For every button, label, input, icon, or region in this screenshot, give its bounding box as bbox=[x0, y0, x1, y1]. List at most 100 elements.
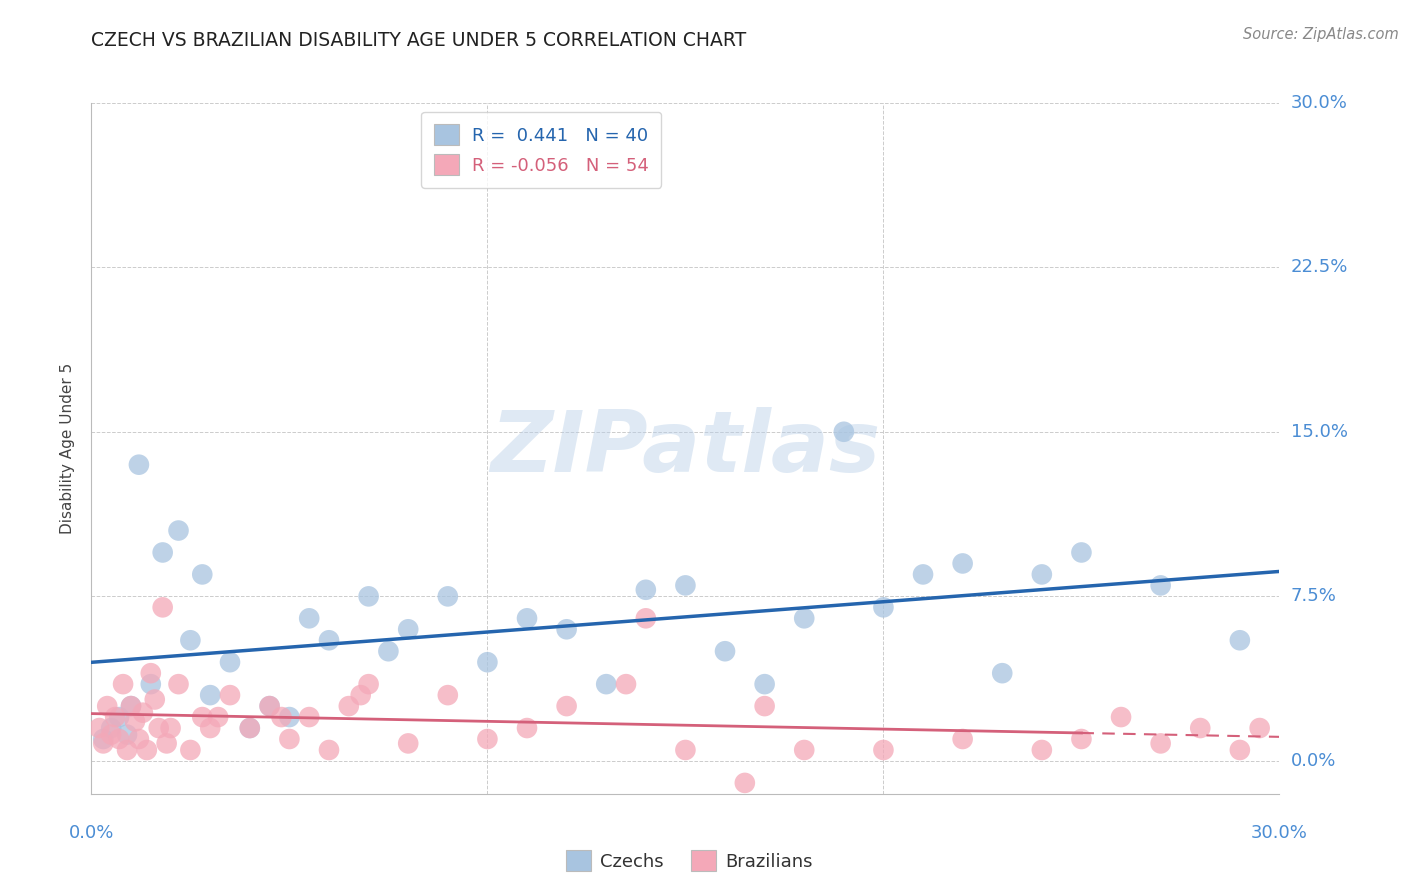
Legend: Czechs, Brazilians: Czechs, Brazilians bbox=[558, 843, 820, 879]
Point bbox=[1031, 567, 1053, 582]
Point bbox=[555, 622, 578, 636]
Point bbox=[259, 699, 281, 714]
Point bbox=[318, 633, 340, 648]
Point bbox=[198, 688, 221, 702]
Point bbox=[1149, 736, 1171, 750]
Point bbox=[167, 524, 190, 538]
Point bbox=[198, 721, 221, 735]
Text: ZIPatlas: ZIPatlas bbox=[491, 407, 880, 490]
Point bbox=[100, 728, 122, 742]
Point bbox=[115, 743, 138, 757]
Text: 15.0%: 15.0% bbox=[1291, 423, 1347, 441]
Point bbox=[128, 731, 150, 746]
Point bbox=[595, 677, 617, 691]
Point bbox=[1249, 721, 1271, 735]
Text: 22.5%: 22.5% bbox=[1291, 258, 1348, 277]
Point bbox=[191, 567, 214, 582]
Point bbox=[872, 600, 894, 615]
Point bbox=[1149, 578, 1171, 592]
Point bbox=[377, 644, 399, 658]
Point bbox=[104, 710, 127, 724]
Point bbox=[278, 710, 301, 724]
Point bbox=[207, 710, 229, 724]
Point bbox=[115, 728, 138, 742]
Point bbox=[108, 731, 131, 746]
Point bbox=[139, 677, 162, 691]
Point bbox=[298, 710, 321, 724]
Point bbox=[128, 458, 150, 472]
Point bbox=[477, 731, 499, 746]
Point bbox=[436, 590, 458, 604]
Point bbox=[167, 677, 190, 691]
Point bbox=[952, 731, 974, 746]
Point bbox=[239, 721, 262, 735]
Point bbox=[555, 699, 578, 714]
Point bbox=[634, 582, 657, 597]
Point bbox=[1031, 743, 1053, 757]
Point bbox=[112, 677, 135, 691]
Point bbox=[124, 714, 146, 729]
Point bbox=[318, 743, 340, 757]
Point bbox=[516, 611, 538, 625]
Point bbox=[1109, 710, 1132, 724]
Point bbox=[152, 545, 174, 559]
Point bbox=[179, 633, 201, 648]
Point bbox=[120, 699, 142, 714]
Point bbox=[1229, 743, 1251, 757]
Y-axis label: Disability Age Under 5: Disability Age Under 5 bbox=[60, 363, 76, 533]
Point bbox=[350, 688, 373, 702]
Text: 7.5%: 7.5% bbox=[1291, 587, 1337, 606]
Point bbox=[357, 677, 380, 691]
Point bbox=[135, 743, 157, 757]
Point bbox=[714, 644, 737, 658]
Point bbox=[337, 699, 360, 714]
Point bbox=[1229, 633, 1251, 648]
Point bbox=[89, 721, 111, 735]
Point bbox=[91, 736, 114, 750]
Point bbox=[1070, 731, 1092, 746]
Point bbox=[132, 706, 155, 720]
Point bbox=[108, 710, 131, 724]
Point bbox=[259, 699, 281, 714]
Point bbox=[219, 688, 242, 702]
Point bbox=[148, 721, 170, 735]
Point bbox=[278, 731, 301, 746]
Point bbox=[270, 710, 292, 724]
Point bbox=[219, 655, 242, 669]
Point bbox=[120, 699, 142, 714]
Text: 30.0%: 30.0% bbox=[1291, 94, 1347, 112]
Text: 0.0%: 0.0% bbox=[1291, 752, 1336, 770]
Point bbox=[139, 666, 162, 681]
Point bbox=[911, 567, 934, 582]
Text: 30.0%: 30.0% bbox=[1251, 824, 1308, 842]
Point bbox=[143, 692, 166, 706]
Point bbox=[436, 688, 458, 702]
Point bbox=[159, 721, 181, 735]
Point bbox=[396, 736, 419, 750]
Point bbox=[179, 743, 201, 757]
Point bbox=[754, 699, 776, 714]
Point bbox=[396, 622, 419, 636]
Point bbox=[614, 677, 637, 691]
Text: CZECH VS BRAZILIAN DISABILITY AGE UNDER 5 CORRELATION CHART: CZECH VS BRAZILIAN DISABILITY AGE UNDER … bbox=[91, 31, 747, 50]
Point bbox=[754, 677, 776, 691]
Point bbox=[516, 721, 538, 735]
Point bbox=[991, 666, 1014, 681]
Point bbox=[832, 425, 855, 439]
Point bbox=[477, 655, 499, 669]
Text: 0.0%: 0.0% bbox=[69, 824, 114, 842]
Text: Source: ZipAtlas.com: Source: ZipAtlas.com bbox=[1243, 27, 1399, 42]
Point bbox=[191, 710, 214, 724]
Point bbox=[673, 743, 696, 757]
Point bbox=[1070, 545, 1092, 559]
Point bbox=[793, 611, 815, 625]
Point bbox=[239, 721, 262, 735]
Point bbox=[357, 590, 380, 604]
Point bbox=[152, 600, 174, 615]
Point bbox=[634, 611, 657, 625]
Point bbox=[298, 611, 321, 625]
Point bbox=[952, 557, 974, 571]
Point bbox=[91, 731, 114, 746]
Point bbox=[673, 578, 696, 592]
Legend: R =  0.441   N = 40, R = -0.056   N = 54: R = 0.441 N = 40, R = -0.056 N = 54 bbox=[422, 112, 661, 187]
